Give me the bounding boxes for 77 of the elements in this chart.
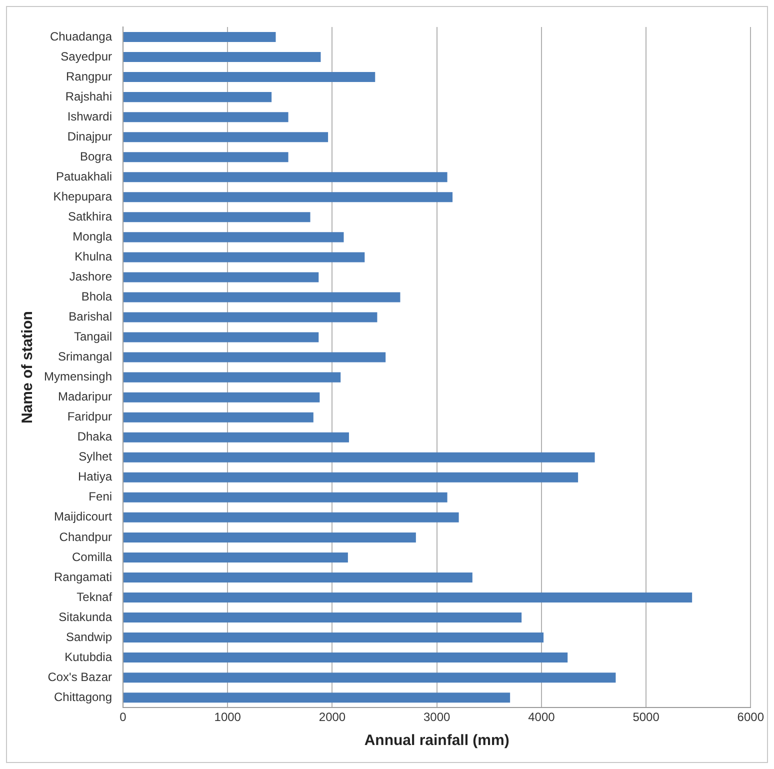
y-tick-label: Srimangal	[58, 350, 112, 364]
bar	[124, 432, 349, 442]
y-tick-label: Maijdicourt	[54, 510, 113, 524]
bar	[124, 612, 522, 623]
y-tick-label: Chandpur	[59, 530, 112, 544]
y-tick-label: Cox's Bazar	[48, 670, 112, 684]
bar	[124, 452, 595, 462]
x-tick-label: 0	[120, 710, 127, 724]
y-tick-label: Barishal	[68, 310, 112, 324]
y-tick-label: Rangamati	[54, 570, 112, 584]
y-tick-label: Sitakunda	[58, 610, 112, 624]
y-tick-label: Satkhira	[68, 209, 112, 224]
y-tick-label: Chuadanga	[50, 29, 112, 44]
x-tick-label: 2000	[318, 710, 346, 724]
y-tick-label: Faridpur	[67, 410, 112, 424]
bar	[124, 52, 321, 62]
y-tick-label: Mongla	[72, 230, 112, 244]
bar	[124, 692, 510, 703]
y-tick-label: Tangail	[74, 330, 112, 344]
y-tick-label: Hatiya	[78, 470, 112, 484]
bar	[124, 192, 453, 202]
y-tick-label: Bogra	[80, 149, 112, 164]
y-tick-label: Sayedpur	[60, 49, 112, 64]
y-tick-label: Jashore	[69, 270, 112, 284]
bar	[124, 492, 448, 502]
y-tick-label: Rajshahi	[65, 89, 112, 104]
bar	[124, 632, 544, 643]
y-tick-label: Teknaf	[76, 590, 113, 604]
bar	[124, 172, 448, 182]
bar	[124, 372, 341, 382]
bar	[124, 512, 459, 522]
bar	[124, 652, 568, 663]
bar	[124, 672, 616, 683]
bar	[124, 112, 288, 122]
bar	[124, 152, 288, 162]
x-tick-label: 6000	[737, 710, 764, 724]
y-tick-label: Kutubdia	[64, 650, 112, 664]
bar	[124, 412, 314, 422]
x-tick-label: 5000	[632, 710, 660, 724]
bar	[124, 572, 472, 582]
x-tick-label: 4000	[528, 710, 556, 724]
y-tick-label: Sandwip	[66, 630, 112, 644]
bar	[124, 532, 416, 542]
y-tick-label: Sylhet	[78, 450, 113, 464]
bar	[124, 392, 320, 402]
y-axis-title: Name of station	[19, 311, 36, 424]
y-tick-label: Ishwardi	[67, 109, 112, 124]
bar	[124, 92, 272, 102]
y-tick-label: Mymensingh	[44, 370, 112, 384]
x-axis-title: Annual rainfall (mm)	[364, 732, 510, 750]
bar	[124, 312, 378, 322]
x-tick-label: 1000	[214, 710, 242, 724]
y-tick-label: Bhola	[81, 290, 112, 304]
bar	[124, 252, 365, 262]
bar	[124, 212, 310, 222]
bar	[124, 32, 276, 42]
bar	[124, 592, 692, 603]
y-tick-label: Khulna	[74, 250, 112, 264]
bar	[124, 552, 348, 562]
y-tick-label: Patuakhali	[56, 169, 112, 184]
bar	[124, 132, 328, 142]
bar	[124, 292, 400, 302]
y-tick-label: Dhaka	[77, 430, 112, 444]
bar	[124, 232, 344, 242]
bar	[124, 332, 319, 342]
y-tick-label: Khepupara	[53, 189, 112, 204]
y-tick-label: Comilla	[72, 550, 112, 564]
y-tick-label: Dinajpur	[67, 129, 112, 144]
y-tick-label: Rangpur	[66, 69, 112, 84]
y-tick-label: Madaripur	[58, 390, 112, 404]
y-tick-label: Feni	[88, 490, 112, 504]
bar	[124, 472, 578, 482]
bar	[124, 72, 376, 82]
y-tick-label: Chittagong	[54, 690, 112, 704]
x-tick-label: 3000	[423, 710, 451, 724]
bar	[124, 352, 386, 362]
bar	[124, 272, 319, 282]
